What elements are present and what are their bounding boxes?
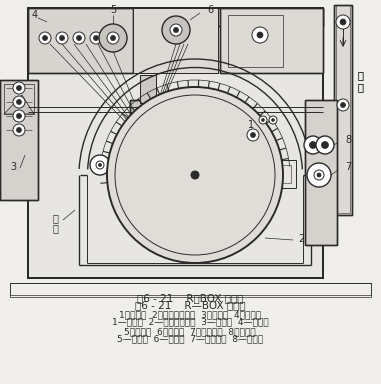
Circle shape: [261, 119, 264, 121]
Text: 5—多角辊  6—落布斗  7—水封出布  8—轧液辊: 5—多角辊 6—落布斗 7—水封出布 8—轧液辊: [117, 334, 263, 344]
Bar: [0, 80, 38, 200]
Polygon shape: [4, 95, 34, 114]
Circle shape: [43, 35, 48, 40]
Circle shape: [269, 116, 277, 124]
Circle shape: [337, 99, 349, 111]
Circle shape: [316, 136, 334, 154]
Bar: [305, 100, 337, 245]
Text: 出: 出: [358, 70, 364, 80]
Circle shape: [336, 15, 350, 29]
Circle shape: [259, 116, 267, 124]
Circle shape: [99, 24, 127, 52]
Circle shape: [90, 32, 102, 44]
Circle shape: [307, 163, 331, 187]
Bar: [130, 100, 166, 155]
Bar: [228, 15, 283, 67]
Bar: [4, 84, 34, 114]
Circle shape: [99, 164, 101, 167]
Text: 5－多角辊  6－落布斗  7－水封出布  8－轧液辊: 5－多角辊 6－落布斗 7－水封出布 8－轧液辊: [124, 328, 256, 336]
Circle shape: [13, 110, 25, 122]
Circle shape: [77, 35, 82, 40]
Bar: [133, 8, 218, 73]
Bar: [140, 75, 156, 103]
Text: 出: 出: [358, 70, 364, 80]
Circle shape: [309, 141, 317, 149]
Text: 1—中心辊  2—半圆弧形履带  3—汽封口  4—汽蒸区: 1—中心辊 2—半圆弧形履带 3—汽封口 4—汽蒸区: [112, 318, 268, 326]
Bar: [273, 165, 291, 183]
Bar: [268, 160, 296, 188]
Circle shape: [341, 103, 346, 108]
Circle shape: [96, 161, 104, 169]
Text: 5: 5: [110, 5, 116, 15]
Text: 7: 7: [345, 162, 351, 172]
Bar: [28, 8, 323, 26]
Circle shape: [13, 82, 25, 94]
Bar: [130, 100, 166, 155]
Circle shape: [317, 173, 321, 177]
Circle shape: [257, 32, 263, 38]
Circle shape: [16, 114, 21, 119]
Bar: [28, 8, 133, 73]
Circle shape: [252, 27, 268, 43]
Circle shape: [250, 132, 256, 137]
Circle shape: [110, 35, 115, 40]
Circle shape: [73, 32, 85, 44]
Text: 进: 进: [52, 213, 58, 223]
Circle shape: [304, 136, 322, 154]
Text: 图6 - 21    R－BOX 结构图: 图6 - 21 R－BOX 结构图: [137, 293, 243, 303]
Circle shape: [191, 171, 199, 179]
Circle shape: [162, 16, 190, 44]
Bar: [133, 8, 218, 73]
Circle shape: [16, 127, 21, 132]
Circle shape: [13, 124, 25, 136]
Circle shape: [107, 32, 119, 44]
Bar: [336, 5, 350, 213]
Text: 布: 布: [52, 223, 58, 233]
Bar: [334, 5, 352, 215]
Bar: [10, 283, 371, 297]
Circle shape: [90, 155, 110, 175]
Circle shape: [39, 32, 51, 44]
Text: 4: 4: [32, 10, 38, 20]
Circle shape: [314, 170, 324, 180]
Text: 图6 - 21    R—BOX 结构图: 图6 - 21 R—BOX 结构图: [135, 300, 245, 310]
Bar: [28, 8, 323, 278]
Circle shape: [170, 24, 182, 36]
Circle shape: [59, 35, 64, 40]
Bar: [334, 5, 352, 215]
Text: 布: 布: [358, 82, 364, 92]
Circle shape: [340, 19, 346, 25]
Bar: [28, 8, 133, 73]
Circle shape: [173, 28, 179, 33]
Text: 1: 1: [248, 120, 254, 130]
Circle shape: [93, 35, 99, 40]
Text: 6: 6: [207, 5, 213, 15]
Bar: [28, 8, 323, 26]
Bar: [305, 100, 337, 245]
Bar: [140, 75, 156, 103]
Circle shape: [56, 32, 68, 44]
Text: 8: 8: [345, 135, 351, 145]
Bar: [0, 80, 38, 200]
Text: 1－中心辊  2－半圆弧形履带  3－汽封口  4－汽蒸区: 1－中心辊 2－半圆弧形履带 3－汽封口 4－汽蒸区: [119, 311, 261, 319]
Bar: [10, 283, 371, 295]
Circle shape: [272, 119, 274, 121]
Circle shape: [13, 96, 25, 108]
Circle shape: [247, 129, 259, 141]
Bar: [220, 8, 323, 73]
Circle shape: [107, 87, 283, 263]
Circle shape: [16, 99, 21, 104]
Text: 2: 2: [298, 234, 304, 244]
Bar: [220, 8, 323, 73]
Circle shape: [16, 86, 21, 91]
Text: 布: 布: [358, 82, 364, 92]
Circle shape: [322, 141, 328, 149]
Text: 3: 3: [10, 162, 16, 172]
Bar: [28, 8, 323, 278]
